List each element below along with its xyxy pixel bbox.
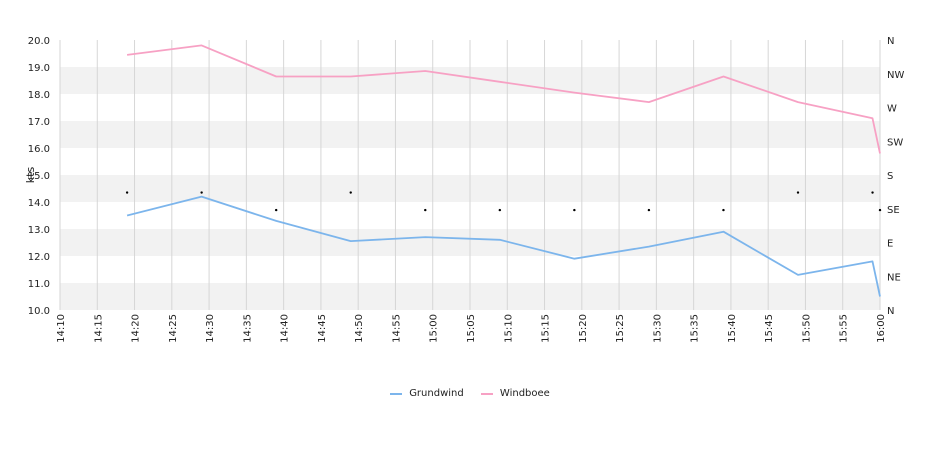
x-tick-label: 14:45 xyxy=(317,314,328,343)
direction-marker xyxy=(200,191,203,194)
direction-tick-label: NW xyxy=(887,70,904,81)
x-tick-label: 15:45 xyxy=(764,314,775,343)
x-tick-label: 14:40 xyxy=(280,314,291,343)
vertical-gridlines xyxy=(59,40,881,310)
y-tick-label: 18.0 xyxy=(28,90,50,101)
y-tick-label: 15.0 xyxy=(28,171,50,182)
direction-tick-label: SW xyxy=(887,137,903,148)
x-tick-label: 14:30 xyxy=(205,314,216,343)
x-tick-label: 15:10 xyxy=(503,314,514,343)
series-line-windboee xyxy=(126,44,881,154)
y-tick-label: 16.0 xyxy=(28,144,50,155)
y-tick-label: 14.0 xyxy=(28,198,50,209)
y-tick-label: 11.0 xyxy=(28,279,50,290)
x-tick-label: 15:20 xyxy=(578,314,589,343)
x-tick-label: 15:05 xyxy=(466,314,477,343)
direction-marker xyxy=(573,208,576,212)
wind-chart: 10.0 11.0 12.0 13.0 14.0 15.0 16.0 17.0 18.0 19.0… xyxy=(24,36,904,343)
x-tick-label: 15:30 xyxy=(652,314,663,343)
direction-tick-label: N xyxy=(887,36,894,47)
legend-item-grundwind[interactable]: Grundwind xyxy=(390,388,464,399)
legend-label-grundwind: Grundwind xyxy=(409,387,464,399)
x-tick-label: 14:50 xyxy=(354,314,365,343)
direction-marker xyxy=(647,208,651,212)
legend-label-windboee: Windboee xyxy=(499,387,550,399)
y-tick-label: 13.0 xyxy=(28,225,50,236)
x-tick-label: 14:25 xyxy=(168,314,179,343)
x-tick-label: 14:15 xyxy=(93,314,104,343)
direction-tick-label: NE xyxy=(887,272,901,283)
direction-marker xyxy=(125,191,129,194)
direction-marker xyxy=(878,208,882,212)
direction-tick-label: N xyxy=(887,306,894,317)
x-tick-label: 15:25 xyxy=(615,314,626,343)
direction-marker xyxy=(274,208,278,212)
legend-swatch-grundwind xyxy=(390,393,403,395)
x-tick-label: 14:10 xyxy=(56,314,67,343)
x-tick-label: 15:35 xyxy=(690,314,701,343)
y-tick-label: 12.0 xyxy=(28,252,50,263)
direction-axis-ticks: N NE E SE S SW W NW N xyxy=(887,36,904,317)
direction-marker xyxy=(424,208,427,212)
legend: Grundwind Windboee xyxy=(0,386,940,399)
x-tick-label: 15:15 xyxy=(541,314,552,343)
series-lines xyxy=(126,44,881,297)
direction-tick-label: SE xyxy=(887,205,900,216)
direction-marker xyxy=(722,208,725,212)
y-axis-ticks: 10.0 11.0 12.0 13.0 14.0 15.0 16.0 17.0 18.0 19.0… xyxy=(28,36,50,317)
direction-tick-label: S xyxy=(887,171,893,182)
direction-marker xyxy=(871,191,874,194)
direction-marker xyxy=(498,208,502,212)
legend-swatch-windboee xyxy=(480,393,493,395)
x-tick-label: 15:55 xyxy=(839,314,850,343)
x-tick-label: 14:35 xyxy=(242,314,253,343)
x-tick-label: 15:00 xyxy=(429,314,440,343)
y-tick-label: 20.0 xyxy=(28,36,50,47)
direction-marker xyxy=(796,191,800,194)
direction-marker xyxy=(349,191,352,194)
direction-tick-label: E xyxy=(887,239,893,250)
x-tick-label: 16:00 xyxy=(876,314,887,343)
x-tick-label: 15:40 xyxy=(727,314,738,343)
x-tick-label: 14:55 xyxy=(391,314,402,343)
direction-tick-label: W xyxy=(887,104,897,115)
legend-item-windboee[interactable]: Windboee xyxy=(480,387,550,399)
x-axis-ticks: 14:10 14:15 14:20 14:25 14:30 14:35 14:40 14:45… xyxy=(56,314,887,343)
y-tick-label: 10.0 xyxy=(28,306,50,317)
y-axis-label: kts xyxy=(24,167,37,184)
series-line-grundwind xyxy=(126,195,881,297)
y-tick-label: 17.0 xyxy=(28,117,50,128)
y-tick-label: 19.0 xyxy=(28,63,50,74)
x-tick-label: 15:50 xyxy=(801,314,812,343)
x-tick-label: 14:20 xyxy=(131,314,142,343)
direction-markers xyxy=(125,191,882,212)
